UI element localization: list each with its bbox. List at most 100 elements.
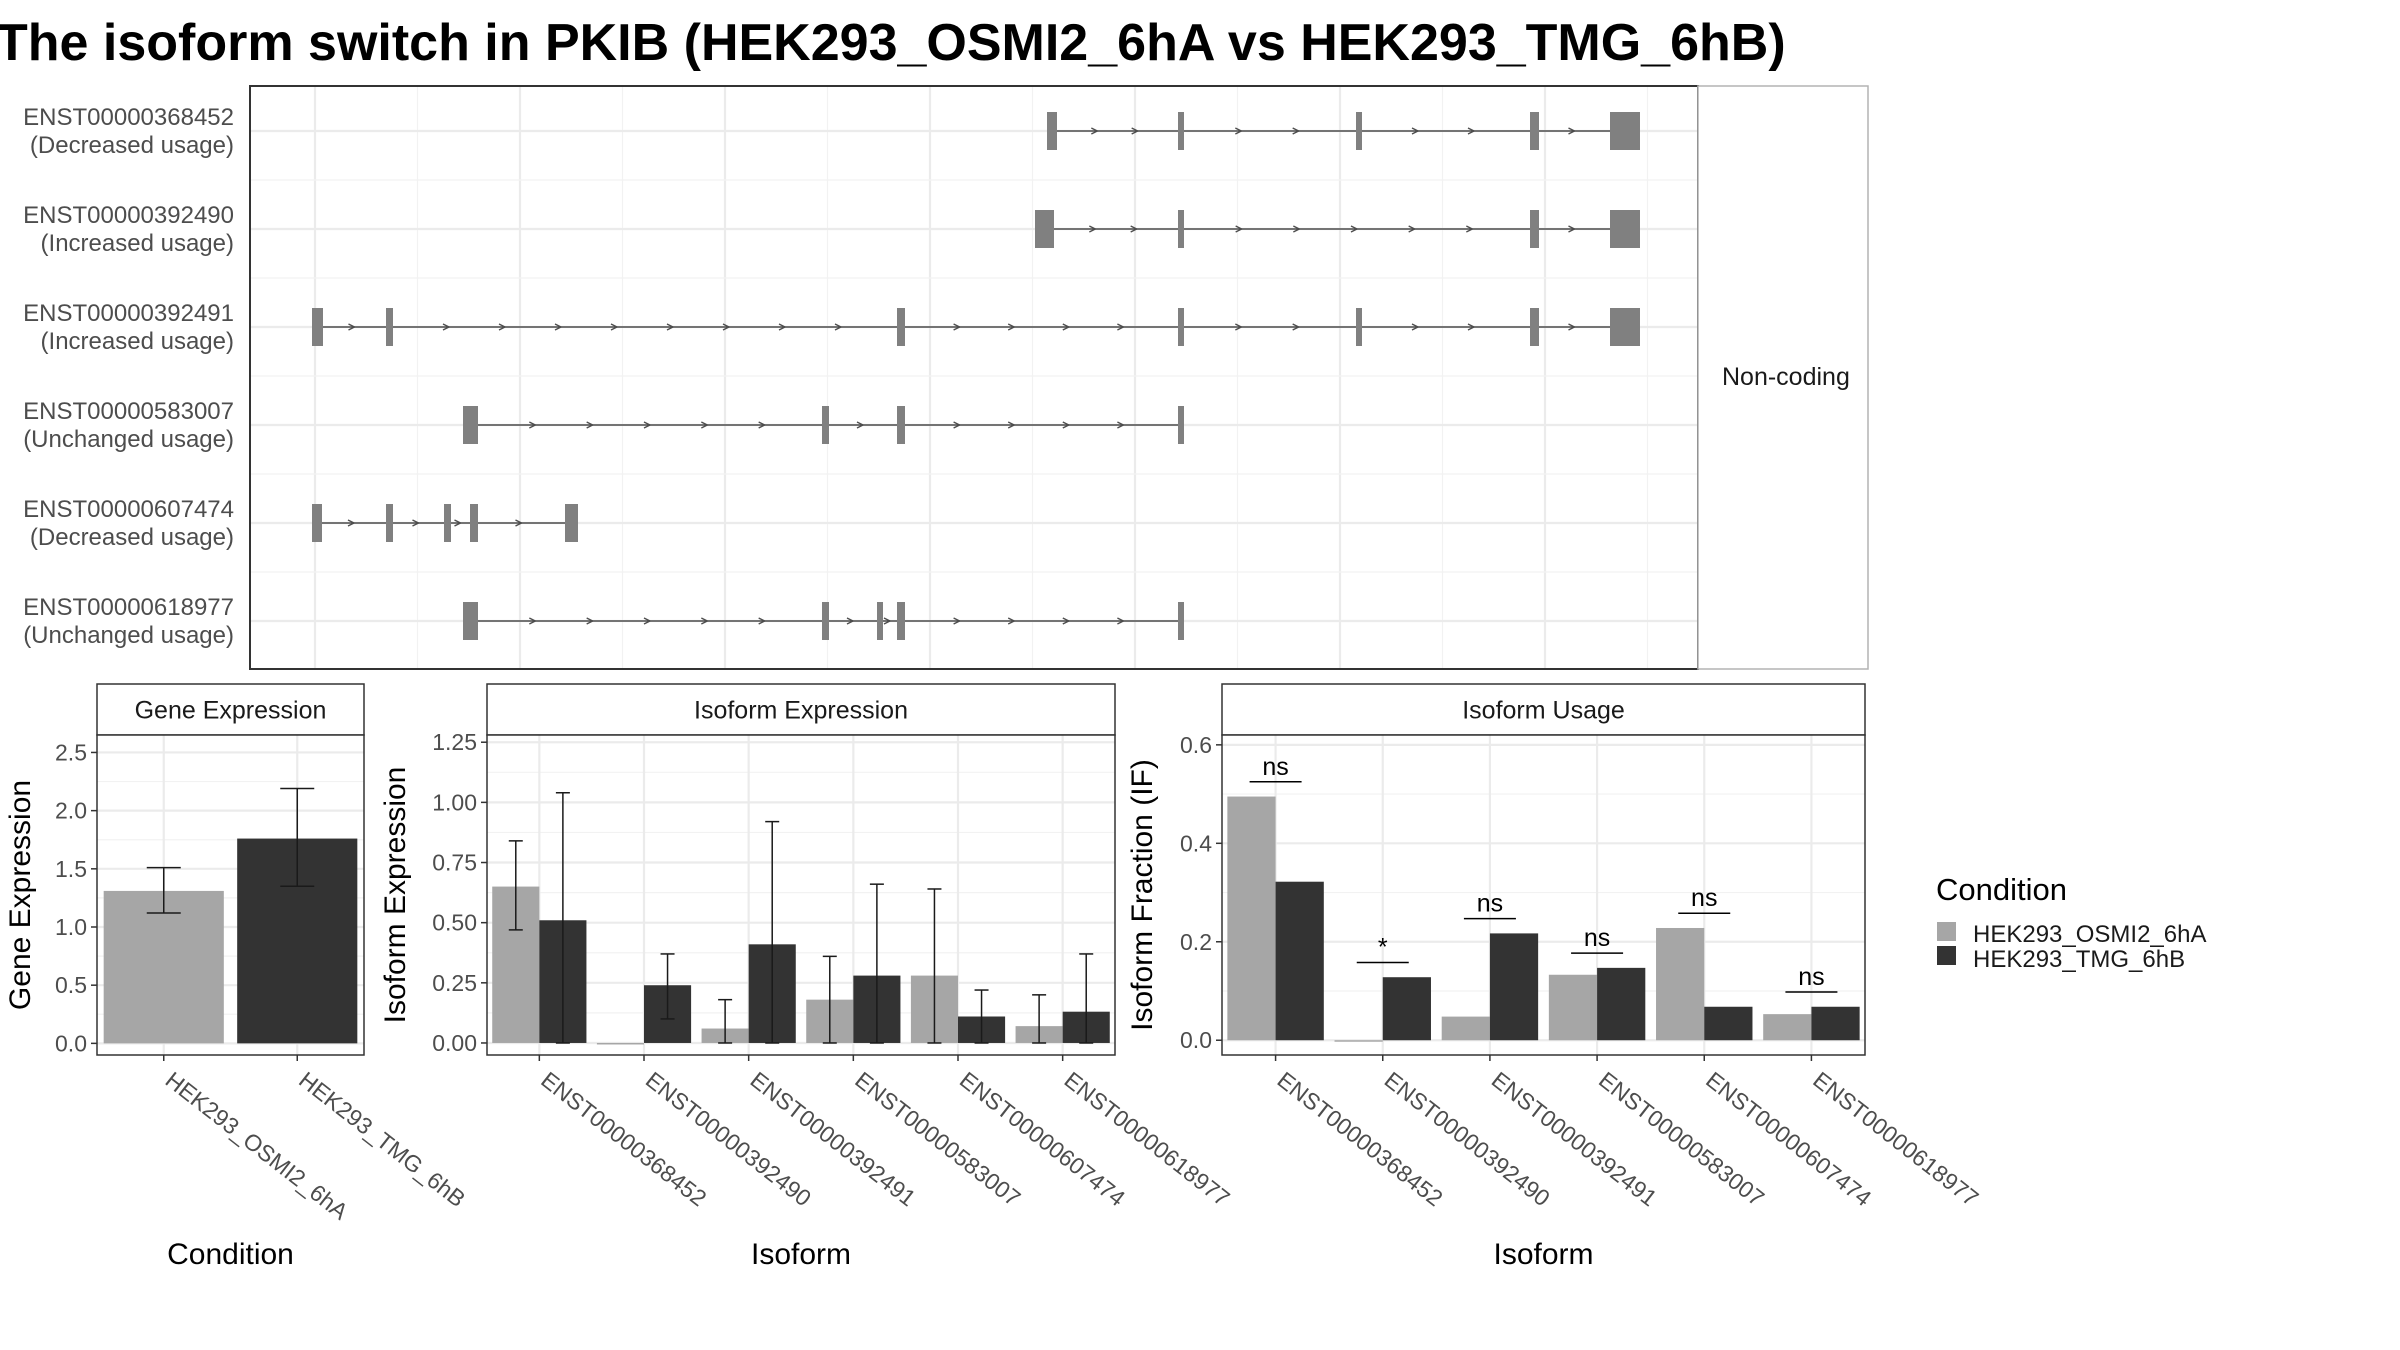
structure-side-strip	[1697, 85, 1869, 670]
condition-legend: Condition HEK293_OSMI2_6hA HEK293_TMG_6h…	[1936, 872, 2206, 973]
intron-arrow	[758, 617, 767, 625]
isoform-usage-panel: Isoform Usage0.00.20.40.6ns*nsnsnsnsENST…	[1126, 683, 1984, 1271]
intron-arrow	[1235, 225, 1244, 233]
panel-border	[486, 734, 1116, 1056]
intron-arrow	[1117, 617, 1125, 625]
bar-cond2-ENST00000368452	[1275, 881, 1324, 1041]
isoform-row-ENST00000607474	[312, 504, 578, 542]
intron-arrow	[1131, 127, 1140, 135]
exon-block	[897, 308, 905, 346]
non-coding-label: Non-coding	[1722, 363, 1850, 391]
intron-arrow	[1411, 323, 1420, 331]
y-tick-label: 0.0	[1180, 1027, 1212, 1053]
intron-arrow	[722, 323, 731, 331]
intron-arrow	[1568, 225, 1577, 233]
bar-cond1-ENST00000583007	[1548, 974, 1598, 1041]
intron-arrow	[701, 617, 709, 625]
legend-label-cond1: HEK293_OSMI2_6hA	[1973, 921, 2206, 948]
exon-block	[1178, 112, 1184, 150]
exon-block	[1356, 308, 1362, 346]
panel-border	[96, 734, 365, 1056]
y-tick-label: 0.4	[1180, 830, 1212, 856]
isoform-usage-label: (Decreased usage)	[30, 132, 234, 159]
legend-title: Condition	[1936, 872, 2067, 907]
isoform-row-ENST00000392491	[312, 308, 1640, 346]
intron-arrow	[586, 617, 595, 625]
panel-background	[487, 735, 1115, 1055]
intron-arrow	[856, 421, 865, 429]
exon-block	[1178, 210, 1184, 248]
panel-strip-label: Gene Expression	[135, 697, 327, 725]
isoform-row-ENST00000618977	[463, 602, 1184, 640]
y-tick-label: 0.0	[55, 1030, 87, 1056]
significance-label: ns	[1477, 890, 1503, 918]
intron-arrow	[1007, 421, 1016, 429]
exon-block	[822, 602, 829, 640]
bar-cond1-ENST00000392490	[1334, 1040, 1383, 1042]
exon-block	[1047, 112, 1057, 150]
y-tick-label: 0.25	[432, 970, 477, 996]
intron-arrow	[1467, 127, 1476, 135]
exon-block	[312, 504, 322, 542]
isoform-id-label: ENST00000583007	[23, 398, 234, 425]
exon-block	[1610, 308, 1640, 346]
isoform-row-ENST00000368452	[1047, 112, 1640, 150]
significance-label: ns	[1798, 963, 1824, 991]
exon-block	[463, 406, 478, 444]
intron-arrow	[1007, 323, 1016, 331]
panel-strip-label: Isoform Expression	[694, 697, 908, 725]
intron-arrow	[1007, 617, 1016, 625]
exon-block	[1035, 210, 1054, 248]
intron-arrow	[1568, 127, 1577, 135]
exon-block	[470, 504, 478, 542]
y-axis-title: Isoform Expression	[379, 767, 412, 1024]
isoform-id-label: ENST00000607474	[23, 496, 234, 523]
y-tick-label: 0.75	[432, 850, 477, 876]
bar-cond2-ENST00000583007	[1597, 967, 1646, 1041]
bar-cond2-ENST00000618977	[1811, 1006, 1860, 1041]
bar-cond1-ENST00000618977	[1763, 1014, 1812, 1041]
intron-arrow	[953, 323, 962, 331]
exon-block	[897, 406, 905, 444]
bar-HEK293_OSMI2_6hA	[103, 890, 224, 1044]
isoform-usage-label: (Unchanged usage)	[23, 426, 234, 453]
intron-arrow	[701, 421, 709, 429]
exon-block	[1530, 112, 1539, 150]
y-tick-label: 2.5	[55, 739, 87, 765]
intron-arrow	[643, 421, 652, 429]
y-tick-label: 1.5	[55, 856, 87, 882]
intron-arrow	[1117, 323, 1125, 331]
intron-arrow	[1568, 323, 1577, 331]
isoform-structure-panel: ENST00000368452(Decreased usage)ENST0000…	[23, 85, 1869, 670]
exon-block	[822, 406, 829, 444]
exon-block	[386, 308, 393, 346]
exon-block	[1610, 112, 1640, 150]
panel-strip-label: Isoform Usage	[1462, 697, 1625, 725]
y-axis-title: Gene Expression	[4, 780, 37, 1010]
exon-block	[1178, 602, 1184, 640]
intron-arrow	[1235, 323, 1243, 331]
intron-arrow	[1235, 127, 1243, 135]
intron-arrow	[347, 519, 356, 527]
intron-arrow	[348, 323, 357, 331]
intron-arrow	[953, 617, 962, 625]
isoform-row-ENST00000392490	[1035, 210, 1640, 248]
intron-arrow	[1350, 225, 1359, 233]
y-tick-label: 2.0	[55, 798, 87, 824]
intron-arrow	[529, 617, 537, 625]
isoform-expression-panel: Isoform Expression 0.00 0.25 0.50 0.75 1.00 1.…	[379, 683, 1235, 1271]
intron-arrow	[586, 421, 595, 429]
y-tick-label: 0.6	[1180, 732, 1212, 758]
y-tick-label: 0.2	[1180, 929, 1212, 955]
isoform-usage-label: (Increased usage)	[41, 328, 234, 355]
y-tick-label: 1.00	[432, 789, 477, 815]
exon-block	[463, 602, 478, 640]
intron-arrow	[554, 323, 563, 331]
exon-block	[1530, 210, 1539, 248]
significance-label: ns	[1584, 924, 1610, 952]
intron-arrow	[1117, 421, 1125, 429]
y-axis-title: Isoform Fraction (IF)	[1126, 759, 1159, 1031]
intron-arrow	[1130, 225, 1139, 233]
bar-cond1-ENST00000368452	[1227, 796, 1276, 1041]
